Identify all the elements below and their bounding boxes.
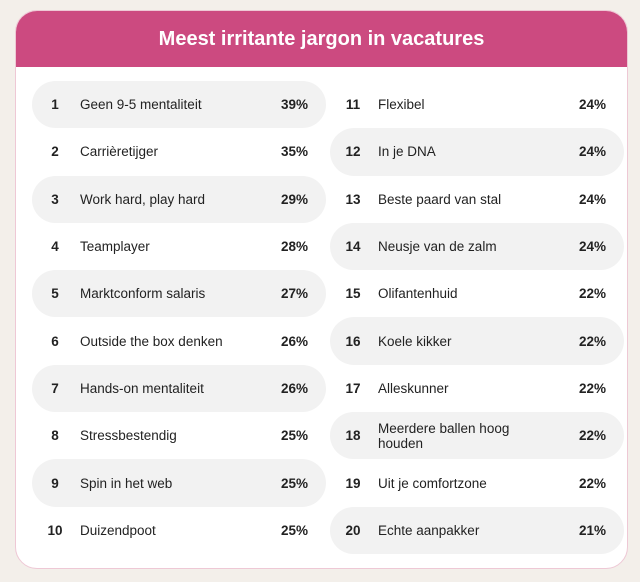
percentage-value: 26% (280, 380, 308, 396)
table-row: 9 Spin in het web 25% (32, 459, 326, 507)
rank-number: 16 (345, 333, 361, 349)
table-row: 20 Echte aanpakker 21% (330, 506, 624, 554)
jargon-term: Stressbestendig (80, 428, 177, 444)
rank-number: 8 (51, 428, 59, 444)
ranking-table: 1 Geen 9-5 mentaliteit 39% 2 Carrièretijger 3… (32, 81, 624, 554)
jargon-term: Neusje van de zalm (378, 239, 497, 255)
table-row: 11 Flexibel 24% (330, 81, 624, 128)
rank-number: 19 (345, 475, 361, 491)
table-row: 7 Hands-on mentaliteit 26% (32, 364, 326, 413)
jargon-term: Alleskunner (378, 380, 449, 396)
table-row: 12 In je DNA 24% (330, 128, 624, 176)
jargon-term: Geen 9-5 mentaliteit (80, 97, 202, 113)
rank-number: 7 (51, 380, 59, 396)
percentage-value: 35% (280, 144, 308, 160)
table-row: 6 Outside the box denken 26% (32, 317, 326, 364)
percentage-value: 24% (578, 239, 606, 255)
table-row: 3 Work hard, play hard 29% (32, 175, 326, 223)
table-row: 1 Geen 9-5 mentaliteit 39% (32, 81, 326, 129)
jargon-card: Meest irritante jargon in vacatures 1 Gee… (15, 10, 628, 569)
jargon-term: Carrièretijger (80, 144, 159, 160)
percentage-value: 25% (280, 522, 308, 538)
percentage-value: 26% (280, 333, 308, 349)
rank-number: 1 (51, 97, 59, 113)
rank-number: 3 (51, 191, 59, 207)
percentage-value: 22% (578, 428, 606, 444)
table-row: 19 Uit je comfortzone 22% (330, 459, 624, 506)
jargon-term: Beste paard van stal (378, 191, 502, 207)
jargon-term: Meerdere ballen hoog houden (378, 420, 510, 451)
percentage-value: 25% (280, 475, 308, 491)
rank-number: 14 (345, 239, 361, 255)
percentage-value: 28% (280, 239, 308, 255)
rank-number: 20 (345, 522, 361, 538)
jargon-term: Uit je comfortzone (378, 475, 487, 491)
percentage-value: 22% (578, 380, 606, 396)
rank-number: 5 (51, 286, 59, 302)
jargon-term: In je DNA (378, 144, 436, 160)
percentage-value: 24% (578, 144, 606, 160)
jargon-term: Hands-on mentaliteit (80, 380, 204, 396)
rank-number: 13 (345, 191, 361, 207)
percentage-value: 22% (578, 333, 606, 349)
jargon-term: Outside the box denken (80, 333, 223, 349)
jargon-term: Flexibel (378, 97, 425, 113)
table-row: 17 Alleskunner 22% (330, 365, 624, 412)
rank-number: 2 (51, 144, 59, 160)
jargon-term: Duizendpoot (80, 522, 156, 538)
jargon-term: Olifantenhuid (378, 286, 458, 302)
percentage-value: 21% (578, 522, 606, 538)
table-row: 18 Meerdere ballen hoog houden 22% (330, 412, 624, 460)
rank-number: 10 (47, 522, 63, 538)
percentage-value: 24% (578, 97, 606, 113)
table-row: 8 Stressbestendig 25% (32, 412, 326, 459)
ranking-column-left: 1 Geen 9-5 mentaliteit 39% 2 Carrièretijger 3… (32, 81, 326, 554)
jargon-term: Echte aanpakker (378, 522, 480, 538)
table-row: 10 Duizendpoot 25% (32, 507, 326, 554)
rank-number: 11 (345, 97, 361, 113)
table-row: 4 Teamplayer 28% (32, 223, 326, 270)
percentage-value: 39% (280, 97, 308, 113)
card-title: Meest irritante jargon in vacatures (16, 11, 627, 67)
table-row: 16 Koele kikker 22% (330, 317, 624, 365)
percentage-value: 27% (280, 286, 308, 302)
jargon-term: Teamplayer (80, 239, 150, 255)
rank-number: 6 (51, 333, 59, 349)
percentage-value: 22% (578, 286, 606, 302)
rank-number: 18 (345, 428, 361, 444)
table-row: 15 Olifantenhuid 22% (330, 270, 624, 317)
jargon-term: Koele kikker (378, 333, 452, 349)
percentage-value: 25% (280, 428, 308, 444)
rank-number: 12 (345, 144, 361, 160)
jargon-term: Work hard, play hard (80, 191, 206, 207)
percentage-value: 29% (280, 191, 308, 207)
rank-number: 15 (345, 286, 361, 302)
ranking-column-right: 11 Flexibel 24% 12 In je DNA 24% 13 Beste paard… (330, 81, 624, 554)
table-row: 14 Neusje van de zalm 24% (330, 222, 624, 271)
rank-number: 9 (51, 475, 59, 491)
table-row: 2 Carrièretijger 35% (32, 128, 326, 175)
jargon-term: Marktconform salaris (80, 286, 206, 302)
percentage-value: 22% (578, 475, 606, 491)
table-row: 13 Beste paard van stal 24% (330, 176, 624, 223)
jargon-term: Spin in het web (80, 475, 173, 491)
percentage-value: 24% (578, 191, 606, 207)
rank-number: 4 (51, 239, 59, 255)
rank-number: 17 (345, 380, 361, 396)
table-row: 5 Marktconform salaris 27% (32, 270, 326, 318)
